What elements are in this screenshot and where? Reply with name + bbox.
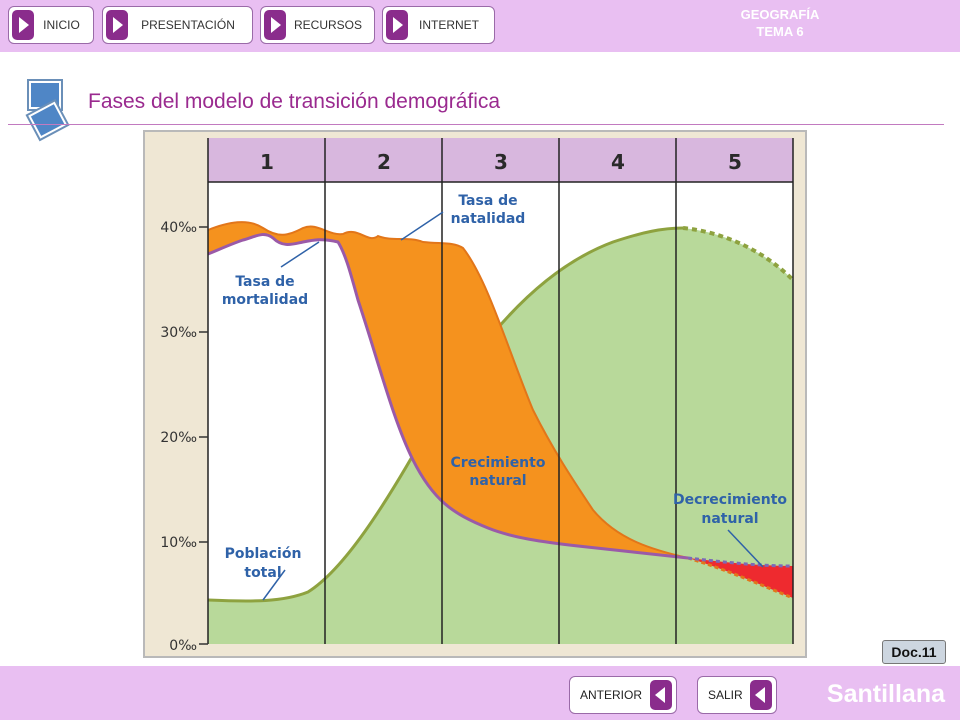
recursos-label: RECURSOS — [293, 18, 362, 32]
inicio-label: INICIO — [43, 18, 80, 32]
y-axis-ticks — [199, 226, 208, 645]
presentacion-button[interactable]: PRESENTACIÓN — [102, 6, 253, 44]
mortalidad-line — [207, 233, 689, 560]
inicio-button[interactable]: INICIO — [8, 6, 94, 44]
doc-number-badge: Doc.11 — [882, 640, 946, 664]
salir-label: SALIR — [708, 688, 743, 702]
play-arrow-icon — [12, 10, 34, 40]
anterior-button[interactable]: ANTERIOR — [569, 676, 677, 714]
title-divider — [8, 124, 944, 125]
phase-label-1: 1 — [260, 150, 274, 174]
natalidad-line-projection — [687, 556, 794, 600]
demographic-transition-chart: 1 2 3 4 5 40‰ 30‰ 20‰ 10‰ 0‰ Tasa de nat… — [143, 130, 807, 658]
phase-label-4: 4 — [611, 150, 625, 174]
label-crecimiento-natural-1: Crecimiento — [451, 455, 546, 471]
phase-label-5: 5 — [728, 150, 742, 174]
play-arrow-icon — [386, 10, 408, 40]
crecimiento-natural-area — [208, 222, 688, 558]
recursos-button[interactable]: RECURSOS — [260, 6, 375, 44]
decrecimiento-natural-area — [688, 558, 793, 598]
label-tasa-natalidad-1: Tasa de — [458, 193, 517, 209]
phase-dividers — [207, 138, 794, 644]
play-arrow-icon — [106, 10, 128, 40]
poblacion-line-projection — [682, 226, 795, 282]
annotation-leaders — [262, 211, 764, 601]
natalidad-line — [207, 221, 689, 559]
document-stack-icon — [25, 79, 70, 142]
label-poblacion-total-1: Población — [225, 546, 302, 562]
subject-indicator: GEOGRAFÍA TEMA 6 — [720, 6, 840, 40]
label-tasa-mortalidad-2: mortalidad — [222, 292, 308, 308]
subject-topic: TEMA 6 — [756, 24, 804, 39]
brand-logo-text: Santillana — [826, 680, 945, 708]
page-title: Fases del modelo de transición demográfi… — [88, 90, 501, 113]
salir-button[interactable]: SALIR — [697, 676, 777, 714]
bottom-navigation-bar — [0, 666, 960, 720]
y-tick-40: 40‰ — [160, 220, 197, 236]
phase-header — [208, 138, 793, 182]
label-poblacion-total-2: total — [244, 565, 281, 581]
label-tasa-mortalidad-1: Tasa de — [235, 274, 294, 290]
phase-label-2: 2 — [377, 150, 391, 174]
y-tick-30: 30‰ — [160, 325, 197, 341]
play-arrow-icon — [264, 10, 286, 40]
label-tasa-natalidad-2: natalidad — [451, 211, 526, 227]
y-tick-10: 10‰ — [160, 535, 197, 551]
mortalidad-line-projection — [687, 556, 794, 568]
internet-label: INTERNET — [419, 18, 479, 32]
anterior-label: ANTERIOR — [580, 688, 643, 702]
back-arrow-icon — [750, 680, 772, 710]
internet-button[interactable]: INTERNET — [382, 6, 495, 44]
label-decrecimiento-natural-2: natural — [701, 511, 758, 527]
back-arrow-icon — [650, 680, 672, 710]
presentacion-label: PRESENTACIÓN — [141, 18, 235, 32]
y-tick-0: 0‰ — [169, 638, 197, 654]
phase-label-3: 3 — [494, 150, 508, 174]
y-tick-20: 20‰ — [160, 430, 197, 446]
subject-name: GEOGRAFÍA — [740, 7, 820, 22]
label-crecimiento-natural-2: natural — [469, 473, 526, 489]
label-decrecimiento-natural-1: Decrecimiento — [673, 492, 787, 508]
